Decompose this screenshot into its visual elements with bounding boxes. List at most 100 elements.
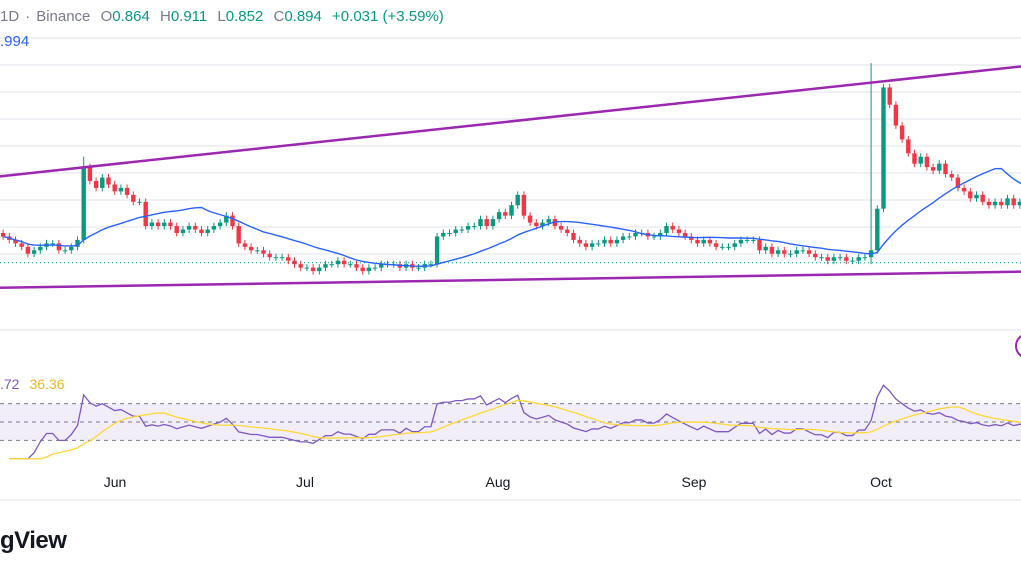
candle-body <box>664 226 669 233</box>
candle-body <box>602 239 607 244</box>
candle-body <box>794 250 799 254</box>
candle-body <box>763 246 768 251</box>
candle-body <box>813 253 818 258</box>
candle-body <box>571 232 576 240</box>
candle-body <box>366 267 372 272</box>
candle-body <box>428 264 434 266</box>
interval-label: 1D <box>0 8 20 25</box>
candle-body <box>546 219 551 223</box>
candle-body <box>856 257 861 261</box>
candle-body <box>149 222 155 227</box>
candle-body <box>949 174 954 178</box>
candle-body <box>143 201 148 227</box>
close-value: 0.894 <box>284 8 322 25</box>
candle-body <box>193 226 198 230</box>
candle-body <box>341 260 347 265</box>
rsi-ma-line <box>9 399 1021 460</box>
scroll-handle-icon[interactable] <box>1015 334 1021 358</box>
candle-body <box>589 243 595 247</box>
candle-body <box>682 232 688 237</box>
candle-body <box>372 267 378 269</box>
candle-body <box>93 181 99 188</box>
candle-body <box>465 226 471 230</box>
chart-overlays <box>0 65 1021 289</box>
candle-body <box>961 187 967 192</box>
candle-body <box>713 243 719 247</box>
candle-body <box>844 257 849 261</box>
candle-body <box>503 212 508 216</box>
candle-body <box>205 229 210 233</box>
candle-body <box>248 246 254 251</box>
candle-body <box>1017 201 1021 206</box>
candle-body <box>137 201 142 203</box>
candle-body <box>527 215 533 223</box>
candle-body <box>1005 198 1010 206</box>
candle-body <box>261 250 266 254</box>
ohlc-header: 1D · Binance O0.864 H0.911 L0.852 C0.894 +… <box>0 8 450 25</box>
candle-body <box>620 236 626 240</box>
candle-body <box>751 239 756 241</box>
candle-body <box>658 232 663 237</box>
candle-body <box>806 250 812 254</box>
candle-body <box>199 229 204 233</box>
candle-body <box>769 246 775 254</box>
candle-body <box>453 229 458 233</box>
candle-body <box>62 250 68 252</box>
candle-body <box>633 232 638 237</box>
candle-body <box>478 219 483 227</box>
candle-body <box>775 250 781 254</box>
candle-body <box>292 260 297 265</box>
candle-body <box>1011 198 1016 206</box>
candle-body <box>534 222 539 227</box>
candle-body <box>310 267 316 272</box>
candle-body <box>286 257 291 261</box>
candle-body <box>31 250 37 254</box>
candle-body <box>701 239 706 244</box>
candle-body <box>577 239 582 244</box>
candle-body <box>38 246 43 251</box>
candle-body <box>434 236 440 265</box>
candle-body <box>447 232 452 234</box>
candle-body <box>986 201 992 206</box>
close-label: C <box>273 8 285 25</box>
candle-body <box>800 250 806 252</box>
candle-body <box>521 194 527 216</box>
rsi-legend: .72 36.36 <box>0 376 65 392</box>
candle-body <box>255 250 260 252</box>
candle-body <box>893 104 899 126</box>
candle-body <box>354 264 359 268</box>
candle-body <box>304 267 310 269</box>
candle-body <box>943 163 948 175</box>
month-label-oct: Oct <box>870 474 892 490</box>
candle-body <box>13 239 18 244</box>
candle-body <box>937 163 942 171</box>
candle-body <box>242 243 248 247</box>
candle-body <box>155 222 161 227</box>
candle-body <box>782 250 787 254</box>
candle-body <box>726 246 731 248</box>
candle-body <box>819 257 824 259</box>
candle-body <box>651 236 657 238</box>
exchange-label: Binance <box>36 8 91 25</box>
candle-body <box>676 229 682 233</box>
candle-body <box>515 194 520 206</box>
candle-body <box>267 253 272 258</box>
candle-body <box>558 226 564 230</box>
candle-body <box>106 177 111 185</box>
change-value: +0.031 (+3.59%) <box>332 8 444 25</box>
candle-body <box>230 215 235 227</box>
candle-body <box>168 222 173 227</box>
candle-body <box>360 267 365 272</box>
candle-body <box>50 243 55 245</box>
candle-body <box>131 194 136 202</box>
candle-body <box>174 226 179 233</box>
candle-body <box>918 156 923 164</box>
candle-body <box>441 232 446 237</box>
candle-body <box>862 257 868 259</box>
candle-body <box>509 205 514 216</box>
candle-body <box>881 87 886 209</box>
low-label: L <box>217 8 226 25</box>
candle-body <box>744 239 750 241</box>
candle-body <box>974 194 979 199</box>
